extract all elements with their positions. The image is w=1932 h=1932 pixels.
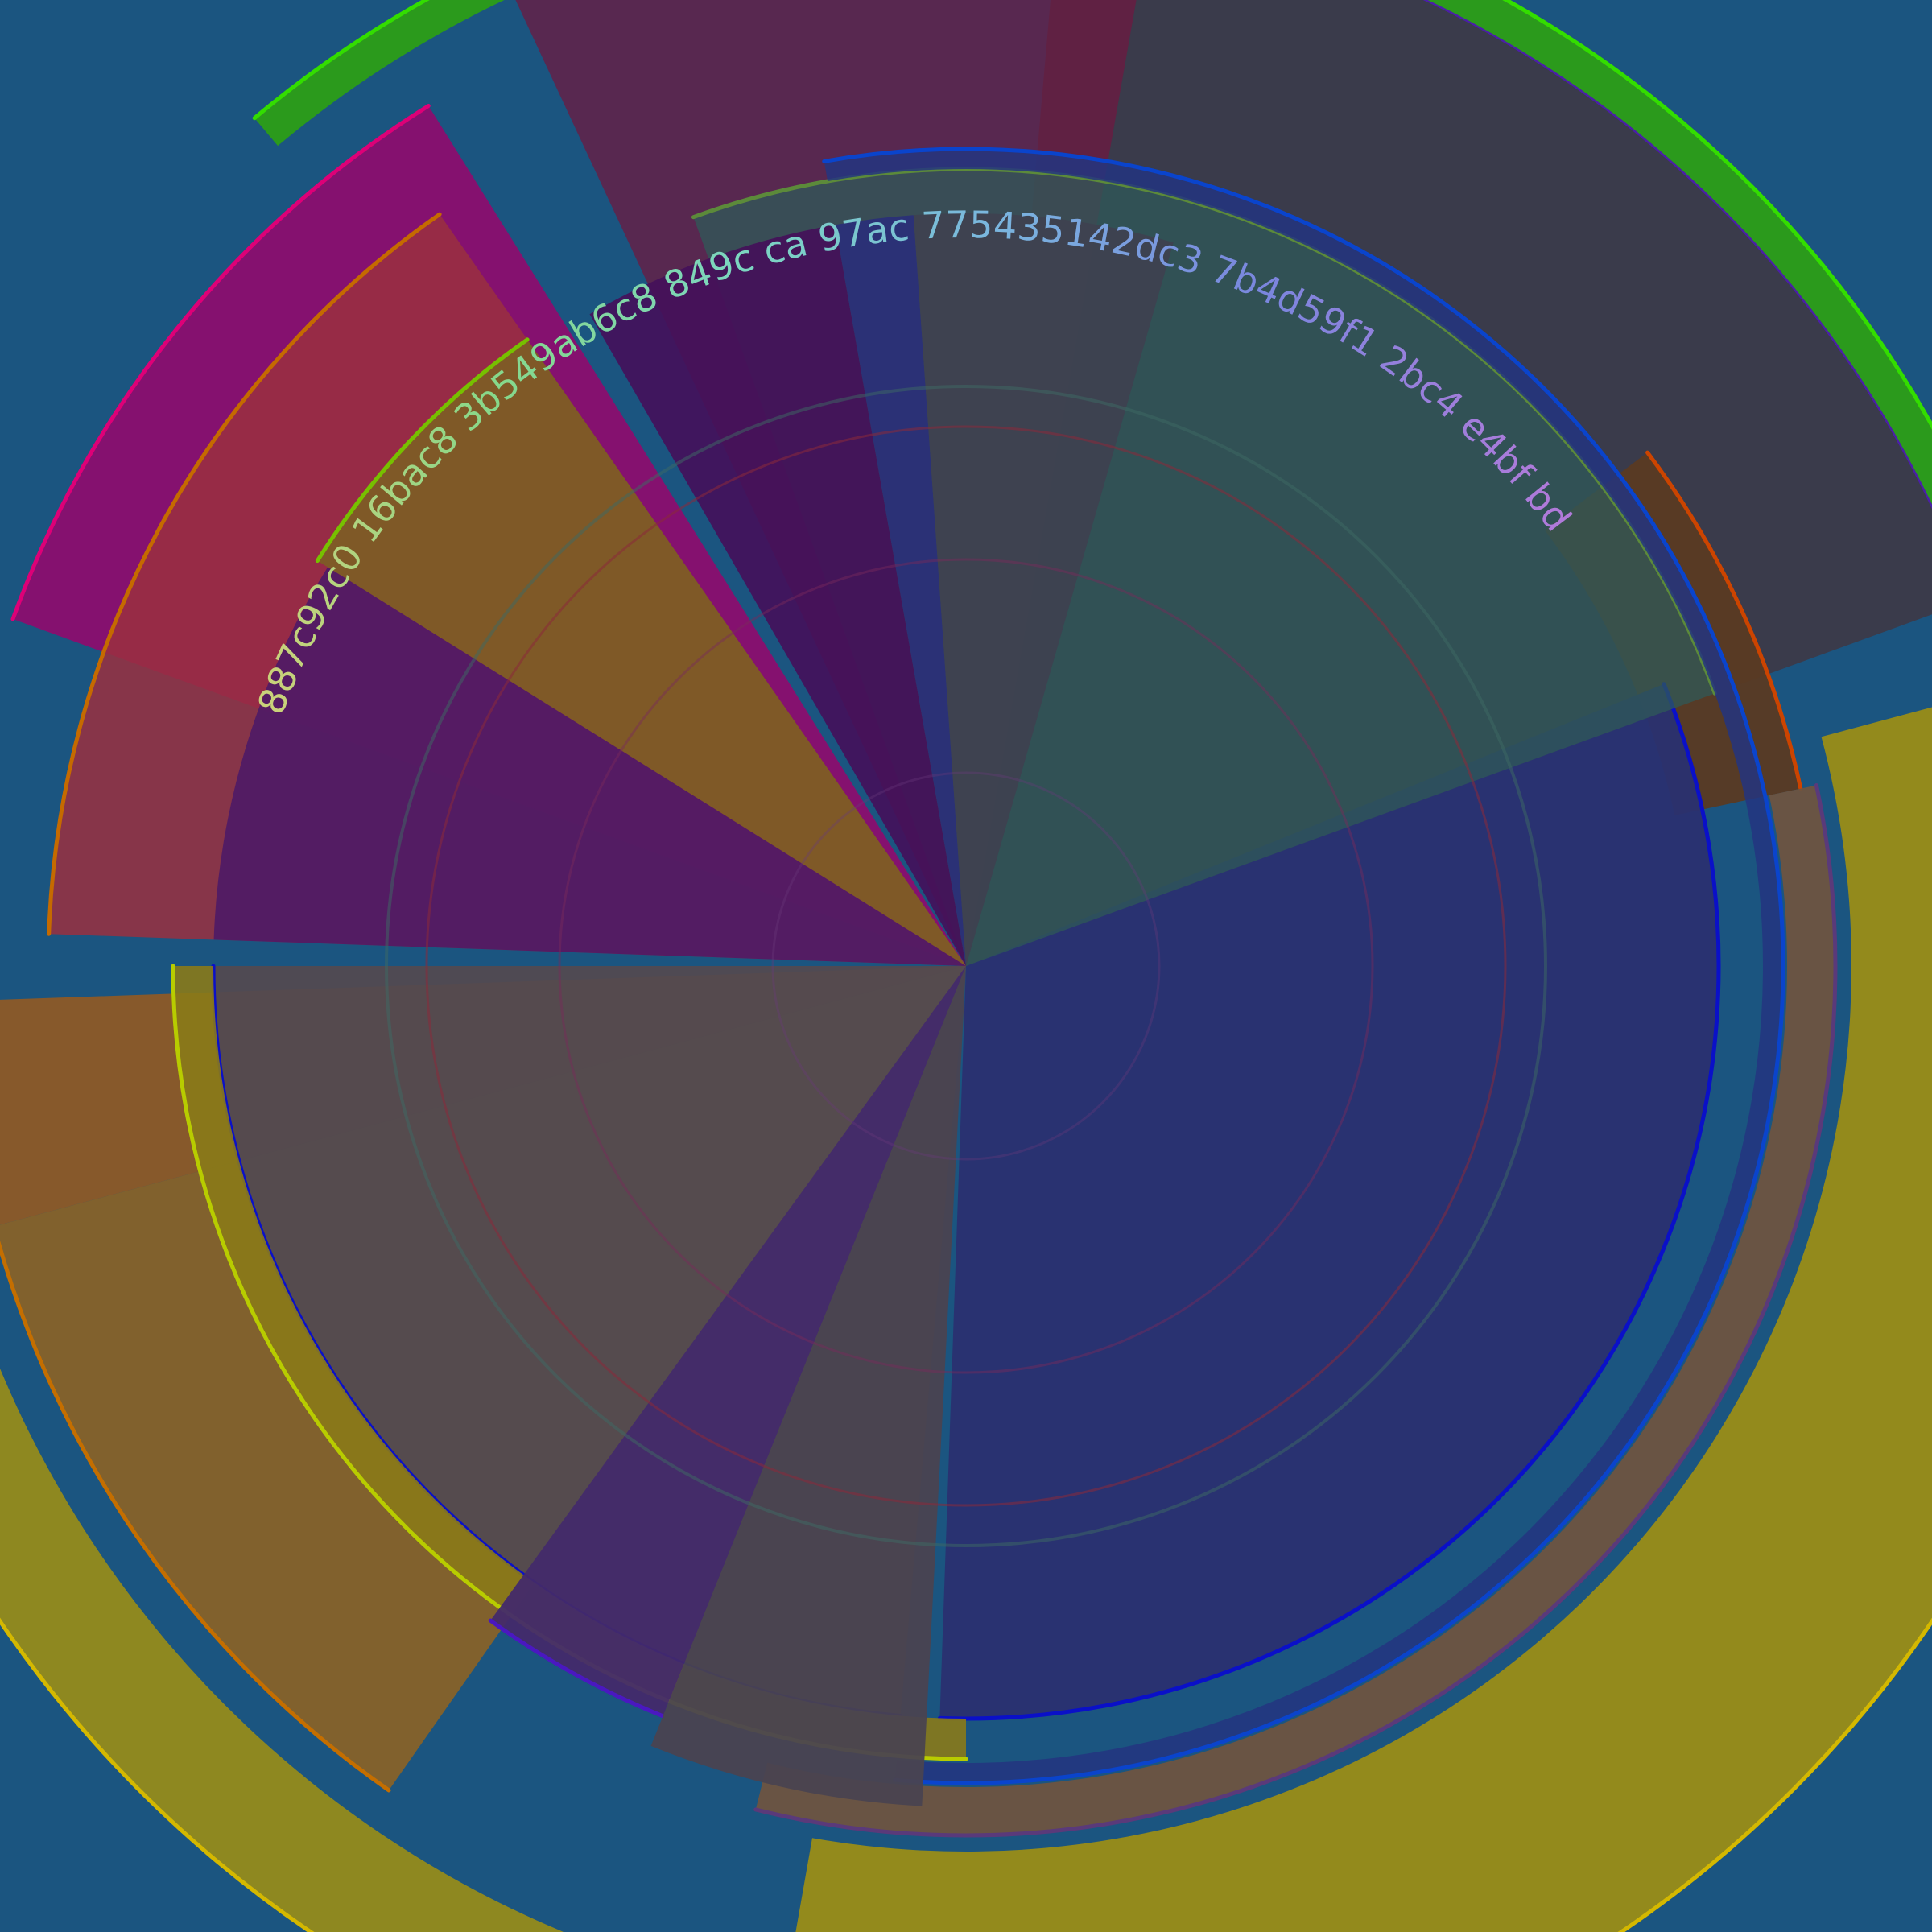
sector-outer-edge	[1617, 1617, 1932, 1932]
sector-fill	[939, 683, 1719, 1719]
sector-fill	[755, 785, 1835, 1836]
sector-fill	[589, 225, 966, 967]
sector-outer-edge	[937, 682, 1721, 1721]
sector-blue-main-disk	[937, 682, 1721, 1721]
sector-outer-edge	[1422, 0, 1932, 510]
sector-outer-edge	[0, 1240, 391, 1793]
sector-top-blue-sliver	[835, 215, 966, 967]
sector-upper-purple-wedge	[213, 567, 966, 966]
sector-outer-edge	[1645, 450, 1803, 791]
sector-fill	[490, 966, 966, 1716]
sector-left-inner-olive-wedge	[315, 337, 966, 967]
ring-faint-red-ring-inner	[558, 558, 1374, 1374]
sector-outer-edge	[47, 212, 442, 936]
sector-fill	[795, 707, 1932, 1932]
sector-top-right-green-band	[252, 0, 1932, 505]
ring-layer	[385, 385, 1547, 1547]
ring-faint-center-ring	[771, 771, 1161, 1161]
ring-faint-red-ring	[425, 425, 1507, 1507]
sector-fill	[913, 213, 1174, 966]
sector-outer-olive-ring	[0, 1368, 564, 1932]
sector-outer-olive-ring-right	[795, 707, 1932, 1932]
sector-bottom-purple-wedge	[488, 966, 966, 1719]
sector-fill	[650, 966, 966, 1806]
sector-fill	[213, 567, 966, 966]
sector-outer-edge	[0, 1617, 315, 1932]
sector-outer-edge	[252, 0, 1932, 430]
sector-top-dark-purple-wedge	[589, 225, 966, 967]
sector-fill	[317, 339, 966, 967]
sector-top-gray-sector	[913, 213, 1174, 966]
sector-bottom-brown-ring	[753, 782, 1838, 1838]
sector-outer-edge	[315, 337, 530, 564]
ring-faint-teal-ring	[385, 385, 1547, 1547]
sector-blue-outer-rim	[822, 147, 1785, 1785]
sector-fill	[835, 215, 966, 967]
sector-outer-edge	[753, 782, 1838, 1838]
sector-outer-edge	[488, 1618, 666, 1719]
sector-outer-edge	[822, 147, 1785, 1785]
sector-bottom-gray-wedge	[650, 966, 966, 1806]
sector-outer-edge	[10, 103, 431, 621]
